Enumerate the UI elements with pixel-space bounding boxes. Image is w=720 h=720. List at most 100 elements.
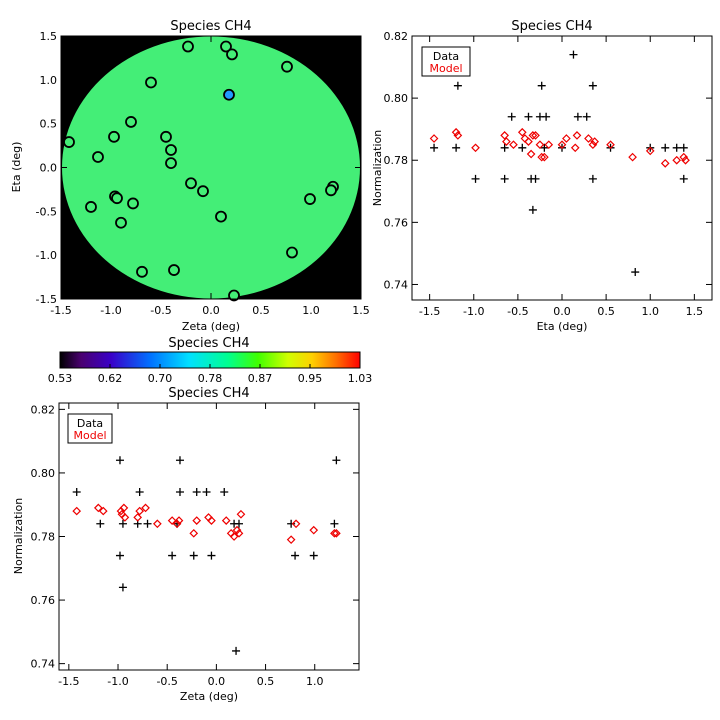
eta-plot-model-point	[557, 140, 567, 150]
map-point	[281, 60, 293, 73]
eta-plot-data-point	[452, 143, 461, 152]
eta-plot-model-point	[660, 158, 670, 168]
eta-plot-model-point	[451, 127, 461, 137]
map-point	[125, 116, 137, 128]
eta-plot-model-point	[453, 131, 463, 140]
eta-plot-data-point	[528, 205, 537, 214]
map-point	[115, 216, 127, 229]
zeta-plot-data-point	[202, 488, 211, 496]
zeta-plot-data-point	[175, 456, 184, 465]
eta-plot-ytick-label: 0.78	[384, 154, 409, 167]
eta-plot-title: Species CH4	[511, 19, 592, 34]
zeta-plot-data-point	[332, 456, 341, 465]
map-point	[286, 246, 298, 259]
zeta-plot-model-point	[93, 503, 103, 513]
map-point	[185, 177, 197, 190]
map-xtick-label: -1.0	[100, 304, 121, 317]
zeta-plot-ytick-label: 0.76	[31, 594, 56, 607]
zeta-plot-model-point	[291, 519, 301, 529]
zeta-plot-model-point	[330, 528, 339, 538]
zeta-plot-data-point	[115, 551, 124, 560]
eta-plot-data-point	[573, 112, 582, 121]
map-disk	[62, 36, 360, 299]
eta-plot-model-point	[584, 134, 593, 143]
eta-plot-data-point	[537, 81, 546, 90]
map-point	[168, 264, 180, 276]
map-point	[127, 197, 139, 210]
map-point	[145, 76, 157, 89]
eta-plot-model-point	[471, 143, 480, 153]
eta-plot-data-point	[679, 174, 688, 183]
zeta-plot-model-point	[119, 503, 129, 513]
eta-plot-xtick-label: 1.5	[686, 305, 704, 318]
map-xtick-label: -1.5	[50, 304, 71, 317]
eta-plot-data-point	[542, 112, 551, 121]
zeta-plot-xtick-label: -1.5	[58, 675, 79, 688]
eta-plot-model-point	[526, 149, 536, 159]
colorbar-tick-label: 1.03	[348, 372, 373, 385]
eta-plot-model-point	[645, 146, 655, 156]
zeta-plot-data-point	[192, 488, 201, 496]
zeta-plot-data-point	[168, 551, 177, 560]
eta-plot-data-point	[500, 174, 509, 183]
map-ytick-label: -1.5	[36, 293, 57, 306]
eta-plot-model-point	[517, 127, 527, 137]
colorbar: Species CH4 0.53 0.62 0.70 0.78 0.87 0.95 1.03	[48, 336, 373, 385]
eta-plot-ylabel: Normalization	[371, 130, 384, 206]
eta-plot-xtick-label: -1.0	[463, 305, 484, 318]
zeta-plot-xtick-label: 0.5	[257, 675, 275, 688]
zeta-plot-model-point	[234, 528, 244, 538]
eta-plot-model-point	[502, 137, 511, 146]
map-point	[136, 265, 148, 278]
zeta-plot-model-point	[332, 528, 341, 538]
zeta-plot-data-point	[115, 456, 124, 465]
eta-plot-model-point	[570, 143, 580, 153]
eta-plot-xtick-label: 0.0	[553, 305, 571, 318]
eta-plot-ytick-label: 0.80	[384, 92, 409, 105]
colorbar-tick-label: 0.53	[48, 372, 73, 385]
eta-plot-data-point	[588, 81, 597, 90]
zeta-plot-data-point	[189, 551, 198, 560]
zeta-plot-data-point	[143, 519, 152, 528]
zeta-plot-ytick-label: 0.82	[31, 403, 56, 416]
zeta-plot-model-point	[207, 516, 216, 525]
eta-plot-xtick-label: -0.5	[507, 305, 528, 318]
zeta-plot-data-point	[118, 583, 127, 592]
map-point	[111, 192, 123, 205]
zeta-plot-ytick-label: 0.74	[31, 658, 56, 671]
map-ytick-label: 0.5	[40, 118, 58, 131]
eta-plot-xtick-label: -1.5	[419, 305, 440, 318]
zeta-legend-data: Data	[77, 417, 103, 430]
eta-plot-data-point	[430, 143, 439, 152]
colorbar-tick-label: 0.87	[248, 372, 273, 385]
eta-plot-data-point	[500, 143, 509, 152]
eta-plot-model-point	[500, 131, 509, 140]
eta-plot-model-point	[588, 140, 598, 150]
zeta-plot-ytick-label: 0.78	[31, 531, 56, 544]
zeta-plot-model-point	[232, 525, 242, 535]
zeta-plot-model-point	[167, 516, 177, 525]
zeta-plot-model-point	[309, 525, 319, 535]
eta-plot-data-point	[588, 174, 597, 183]
zeta-plot-model-point	[221, 516, 231, 525]
eta-plot-model-point	[544, 140, 554, 150]
map-ytick-label: 1.5	[40, 30, 58, 43]
map-xtick-label: 0.5	[252, 304, 270, 317]
eta-plot-model-point	[509, 140, 518, 150]
map-xtick-label: 0.0	[202, 304, 220, 317]
zeta-plot-data-point	[309, 551, 318, 560]
map-point	[215, 210, 227, 223]
zeta-plot-model-point	[174, 516, 184, 525]
zeta-plot-data-point	[96, 519, 105, 528]
zeta-plot-xlabel: Zeta (deg)	[180, 690, 238, 703]
zeta-plot-data-point	[135, 488, 144, 496]
map-point	[304, 193, 316, 205]
eta-plot-marks	[429, 50, 690, 277]
zeta-plot-data-point	[118, 519, 127, 528]
zeta-legend-model: Model	[73, 429, 106, 442]
eta-plot-data-point	[471, 174, 480, 183]
eta-plot-data-point	[569, 50, 578, 59]
map-title: Species CH4	[170, 19, 251, 34]
map-point	[325, 184, 337, 197]
